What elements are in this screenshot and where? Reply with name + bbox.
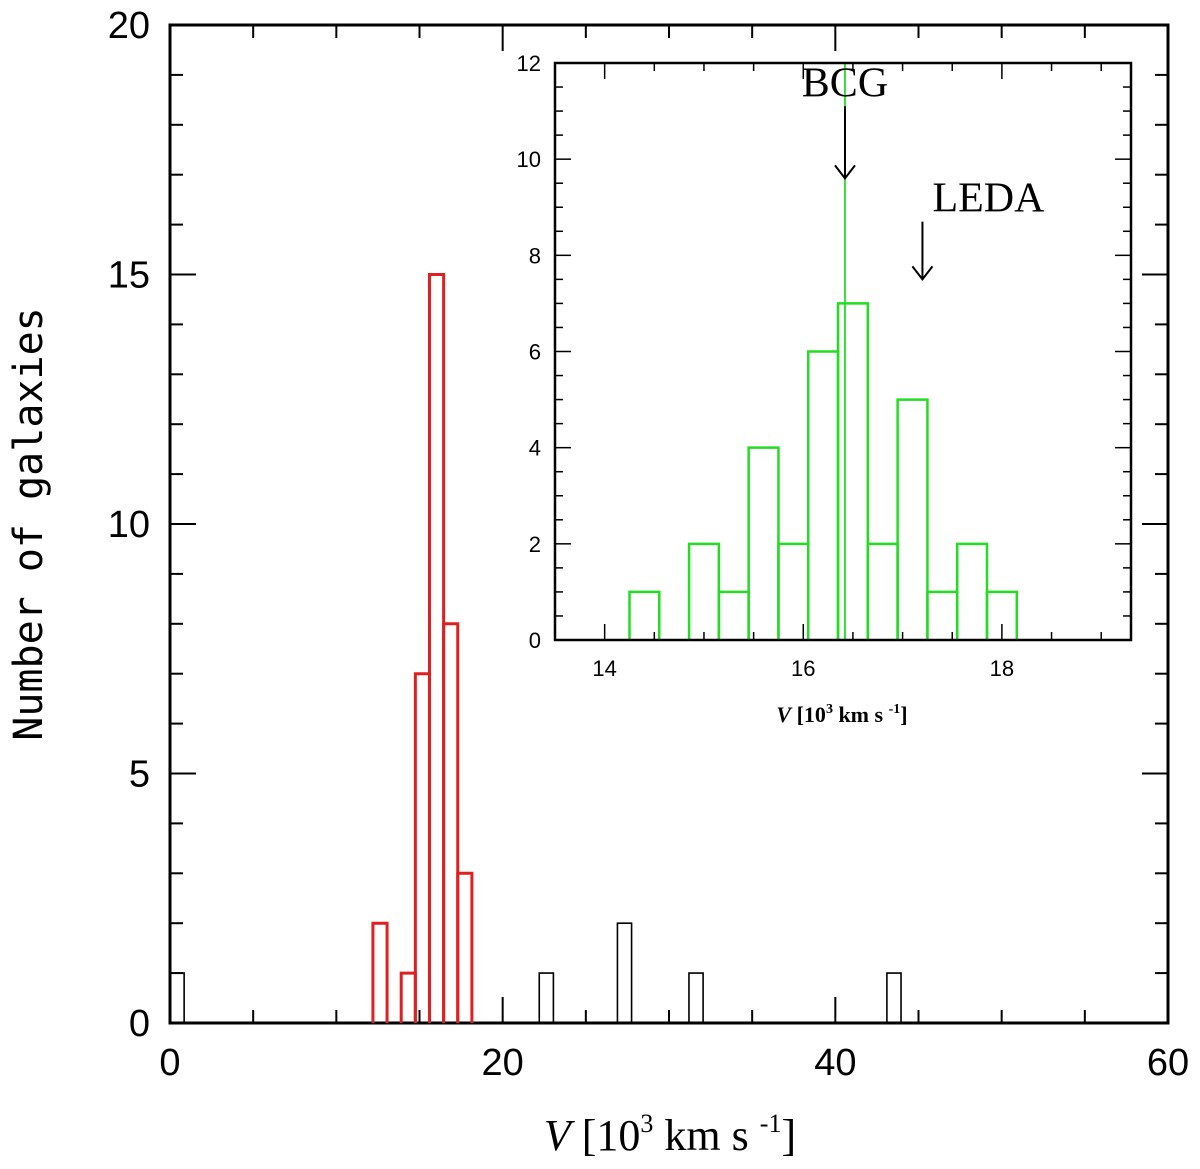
main-histogram-bar xyxy=(688,972,704,1023)
inset-histogram: BCG LEDA 14 16 18 0 2 4 6 8 10 12 V [103 km s -1] xyxy=(517,51,1133,727)
inset-x-axis-label: V [103 km s -1] xyxy=(776,702,907,727)
inset-x-tick-label: 14 xyxy=(592,656,616,681)
inset-x-axis-unit-open: [10 xyxy=(797,702,826,727)
main-y-tick-label: 20 xyxy=(108,5,150,47)
inset-x-tick-label: 18 xyxy=(990,656,1014,681)
main-y-tick-label: 5 xyxy=(129,754,150,796)
main-x-axis-var: V xyxy=(544,1111,576,1160)
main-x-axis-exp2: -1 xyxy=(760,1109,782,1138)
main-x-tick-label: 20 xyxy=(482,1042,524,1084)
inset-histogram-bar xyxy=(896,398,929,640)
main-x-tick-label: 60 xyxy=(1147,1042,1189,1084)
inset-annotations: BCG LEDA xyxy=(802,60,1045,640)
inset-histogram-bar xyxy=(836,302,870,640)
main-histogram-bar xyxy=(169,972,185,1023)
main-histogram-bar xyxy=(427,273,446,1023)
leda-label: LEDA xyxy=(932,176,1045,222)
inset-histogram-bar xyxy=(628,590,661,640)
main-histogram-bars xyxy=(169,273,1168,1025)
main-x-axis-exp: 3 xyxy=(640,1109,653,1138)
main-x-axis-label: V [103 km s -1] xyxy=(544,1109,796,1160)
inset-x-axis-var: V xyxy=(776,702,793,727)
main-histogram-bar xyxy=(456,871,474,1023)
main-histogram-bar xyxy=(442,622,460,1023)
inset-histogram-bars xyxy=(628,302,1019,640)
main-y-tick-label: 0 xyxy=(129,1003,150,1045)
inset-y-tick-label: 6 xyxy=(529,340,541,365)
main-x-axis-unit-open: [10 xyxy=(582,1111,641,1160)
inset-y-tick-label: 2 xyxy=(529,532,541,557)
inset-tick-labels: 14 16 18 0 2 4 6 8 10 12 xyxy=(517,51,1015,681)
inset-y-tick-label: 12 xyxy=(517,51,541,76)
main-y-tick-label: 15 xyxy=(108,255,150,297)
main-axis-ticks xyxy=(169,24,1169,1024)
inset-y-tick-label: 4 xyxy=(529,436,541,461)
main-y-axis-label: Number of galaxies xyxy=(6,307,52,740)
inset-histogram-bar xyxy=(985,590,1019,640)
main-y-tick-label: 10 xyxy=(108,504,150,546)
main-histogram-bar xyxy=(616,922,633,1023)
bcg-label: BCG xyxy=(802,60,888,106)
inset-background xyxy=(555,63,1131,640)
main-x-axis-unit-close: km s xyxy=(653,1111,759,1160)
main-x-tick-label: 40 xyxy=(814,1042,856,1084)
leda-arrow-head xyxy=(911,265,934,282)
inset-x-tick-label: 16 xyxy=(791,656,815,681)
inset-x-axis-exp: 3 xyxy=(826,702,833,717)
main-histogram-bar xyxy=(371,921,389,1023)
main-x-axis-bracket: ] xyxy=(781,1111,796,1160)
main-histogram-bar xyxy=(399,971,417,1023)
main-histogram-bar xyxy=(413,672,431,1023)
main-x-tick-label: 0 xyxy=(159,1042,180,1084)
inset-x-axis-bracket: ] xyxy=(900,702,907,727)
inset-y-tick-label: 0 xyxy=(529,628,541,653)
main-histogram-bar xyxy=(886,972,902,1023)
bcg-arrow-head xyxy=(834,164,856,181)
inset-plot-frame xyxy=(553,61,1133,642)
inset-x-axis-exp2: -1 xyxy=(889,702,901,717)
main-histogram-bar xyxy=(538,972,555,1023)
inset-y-tick-label: 10 xyxy=(517,147,541,172)
inset-x-axis-unit-close: km s xyxy=(833,702,889,727)
inset-y-tick-label: 8 xyxy=(529,243,541,268)
